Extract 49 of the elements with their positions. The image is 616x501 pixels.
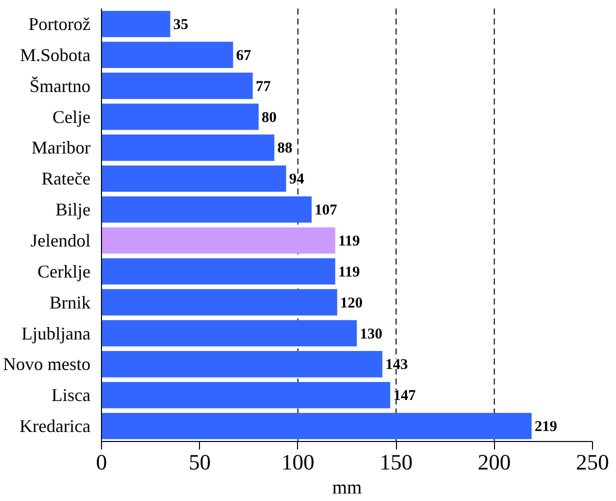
data-label: 130 — [360, 326, 382, 342]
y-tick-label: Bilje — [56, 200, 91, 220]
bar — [102, 104, 259, 130]
data-label: 88 — [277, 140, 292, 157]
bar — [102, 412, 532, 440]
bar — [102, 351, 382, 378]
y-tick-label: Novo mesto — [3, 354, 91, 374]
bar — [102, 289, 338, 316]
x-tick-label: 200 — [478, 450, 511, 474]
data-label: 119 — [338, 264, 360, 280]
y-tick-label: Šmartno — [30, 76, 91, 96]
x-tick-label: 250 — [576, 450, 609, 474]
bar — [102, 10, 170, 38]
bar — [102, 320, 357, 346]
x-tick-label: 150 — [380, 450, 413, 474]
y-tick-label: M.Sobota — [20, 44, 91, 65]
data-label: 119 — [338, 233, 360, 250]
data-label: 120 — [340, 295, 363, 312]
y-tick-label: Rateče — [42, 168, 91, 189]
x-tick-label: 0 — [96, 450, 107, 474]
bar — [102, 227, 336, 254]
data-label: 67 — [236, 48, 252, 64]
data-label: 94 — [289, 172, 305, 188]
data-label: 80 — [262, 110, 277, 126]
bar — [102, 196, 312, 223]
x-axis-title: mm — [332, 478, 362, 498]
x-tick-label: 50 — [188, 450, 211, 474]
data-label: 143 — [385, 357, 408, 374]
y-tick-label: Maribor — [32, 138, 91, 158]
data-label: 147 — [393, 388, 416, 404]
bar — [102, 382, 390, 408]
bar — [102, 165, 286, 192]
bar — [102, 134, 274, 161]
y-tick-label: Ljubljana — [22, 323, 91, 344]
y-tick-label: Kredarica — [20, 416, 91, 436]
data-label: 35 — [173, 16, 188, 33]
y-tick-label: Celje — [52, 106, 91, 127]
y-tick-label: Portorož — [28, 14, 91, 34]
bar — [102, 258, 336, 285]
bar — [102, 72, 253, 99]
y-tick-label: Jelendol — [30, 230, 91, 250]
x-tick-label: 100 — [281, 450, 314, 474]
y-tick-label: Brnik — [50, 292, 91, 312]
data-label: 107 — [314, 202, 338, 219]
data-label: 77 — [256, 78, 272, 95]
data-label: 219 — [534, 419, 558, 436]
y-tick-label: Cerklje — [38, 261, 91, 282]
y-tick-label: Lisca — [52, 385, 91, 406]
bar — [102, 42, 234, 68]
